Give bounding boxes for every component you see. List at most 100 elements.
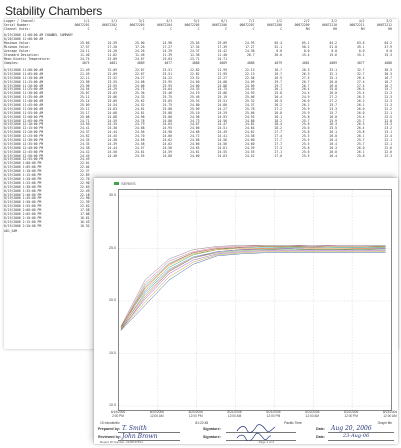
date-line-1 bbox=[328, 432, 394, 433]
data-cell: 24.60 bbox=[190, 83, 200, 88]
data-cell: 26.4 bbox=[302, 87, 310, 92]
legend: SERIES bbox=[114, 181, 136, 186]
data-row-cells: 22.11 22.52 24.27 24.22 23.52 22.27 22.58 26.5 2… bbox=[62, 76, 392, 80]
data-cell: 24.55 bbox=[245, 149, 255, 154]
summary-cell: 24.37 bbox=[190, 49, 200, 53]
date-line-2 bbox=[328, 440, 394, 441]
data-cell: 24.52 bbox=[245, 153, 255, 158]
data-row-cells: 25.14 25.09 25.62 25.65 25.53 25.51 25.32 26.5 2… bbox=[62, 99, 392, 103]
data-row-cells: 16.32 bbox=[62, 224, 392, 228]
data-cell: 24.55 bbox=[135, 153, 145, 158]
data-cell: 16.7 bbox=[274, 68, 282, 72]
data-row: 8/19/2006 11:10:00 AM 22.11 22.52 24.27 24.2… bbox=[4, 76, 398, 80]
data-row: 8/19/2006 1:05:00 PM 22.04 bbox=[4, 165, 398, 169]
data-cell: 26.1 bbox=[357, 134, 365, 139]
series-line bbox=[120, 247, 386, 330]
series-line bbox=[120, 247, 386, 329]
header-cell: C bbox=[252, 27, 255, 31]
data-row: 8/19/2006 1:35:00 PM 22.49 bbox=[4, 189, 398, 193]
data-row: 8/19/2006 1:15:00 PM 22.89 bbox=[4, 173, 398, 177]
data-row: 8/19/2006 1:40:00 PM 22.18 bbox=[4, 193, 398, 197]
data-row: 8/19/2006 12:45:00 PM 24.42 24.50 24.61 24.5… bbox=[4, 150, 398, 154]
data-cell: 24.81 bbox=[135, 110, 145, 115]
data-row-cells: 21.39 bbox=[62, 200, 392, 204]
header-cell: 06672205 bbox=[184, 23, 200, 27]
y-tick-label: 20.0 bbox=[109, 298, 116, 302]
data-cell: 24.93 bbox=[217, 114, 227, 119]
page-title: Stability Chambers bbox=[5, 4, 103, 18]
data-cell: 26.4 bbox=[357, 87, 365, 92]
summary-cell: 17.26 bbox=[135, 45, 145, 49]
data-cell: 24.79 bbox=[135, 122, 145, 127]
summary-cell: 17.39 bbox=[217, 45, 227, 49]
data-row: 8/19/2006 11:15:00 AM 23.98 23.55 24.08 23.9… bbox=[4, 80, 398, 84]
series-line bbox=[120, 245, 386, 327]
data-row-cells: 22.63 bbox=[62, 185, 392, 189]
data-row-cells: 21.49 22.09 22.67 23.51 22.82 21.99 22.13 16.7 2… bbox=[62, 68, 392, 72]
summary-cell: 11.39 bbox=[162, 53, 172, 57]
summary-cell: 63.6 bbox=[357, 41, 365, 45]
data-row: 8/19/2006 1:55:00 PM 22.62 bbox=[4, 204, 398, 208]
data-cell: 24.68 bbox=[107, 110, 117, 115]
summary-cell: 24.38 bbox=[245, 49, 255, 53]
signature-label-1: Signature: bbox=[203, 427, 221, 431]
data-cell: 24.98 bbox=[162, 130, 172, 135]
data-cell: 25.09 bbox=[190, 106, 200, 111]
reviewed-by-label: Reviewed by: bbox=[98, 435, 121, 439]
data-cell: 22.09 bbox=[107, 68, 117, 72]
summary-cell: 4075 bbox=[82, 61, 90, 65]
summary-row-cells: 24.11 24.20 24.26 24.29 24.37 24.42 24.38 0.0 0.… bbox=[62, 49, 392, 53]
data-cell: 25.5 bbox=[302, 141, 310, 146]
data-cell: 26.5 bbox=[357, 122, 365, 127]
header-row-label: Serial Number: bbox=[4, 23, 31, 27]
data-row-cells: 24.49 bbox=[62, 157, 392, 162]
data-cell: 25.53 bbox=[190, 99, 200, 104]
data-cell: 24.19 bbox=[190, 91, 200, 96]
data-cell: 26.0 bbox=[329, 91, 337, 96]
data-cell: 26.4 bbox=[357, 126, 365, 131]
data-cell: 24.61 bbox=[217, 145, 227, 150]
summary-cell: 4077 bbox=[357, 61, 365, 65]
data-row-label: 8/19/2006 11:50:00 AM bbox=[4, 106, 44, 111]
data-cell: 27.7 bbox=[274, 130, 282, 135]
header-cell: 06672206 bbox=[212, 23, 227, 27]
x-tick-date: 8/21/2006 bbox=[266, 410, 281, 414]
data-cell: 22.5 bbox=[384, 114, 392, 119]
summary-cell: 4086 bbox=[247, 61, 255, 65]
summary-cell: 4088 bbox=[384, 61, 392, 65]
data-row-cells: 24.49 24.48 24.55 24.60 24.60 24.63 24.52 27.0 2… bbox=[62, 154, 392, 158]
data-cell: 24.68 bbox=[190, 130, 200, 135]
data-cell: 24.61 bbox=[190, 149, 200, 154]
data-cell: 25.7 bbox=[357, 118, 365, 123]
data-row-label: 8/19/2006 1:30:00 PM bbox=[4, 184, 42, 189]
header-cell: 5/2 bbox=[386, 19, 392, 23]
data-cell: 24.54 bbox=[107, 103, 117, 108]
data-cell: 24.71 bbox=[80, 118, 90, 123]
data-row-label: 8/19/2006 11:45:00 AM bbox=[4, 103, 44, 108]
data-cell: 24.09 bbox=[245, 79, 255, 84]
data-row: 8/19/2006 11:55:00 AM 25.17 24.68 24.81 25.0… bbox=[4, 111, 398, 115]
summary-row: Maximum Value: 25.66 24.59 25.00 24.98 25.03 2… bbox=[4, 41, 398, 45]
data-row-label: 8/19/2006 2:10:00 PM bbox=[4, 215, 42, 220]
header-row: Channel Units: C C C C C C C C RH RH RH RH bbox=[4, 27, 398, 31]
data-cell: 24.62 bbox=[162, 138, 172, 143]
data-cell: 24.58 bbox=[135, 138, 145, 143]
reviewed-by-line bbox=[118, 440, 180, 441]
data-cell: 25.7 bbox=[357, 141, 365, 146]
plot-area bbox=[118, 189, 392, 411]
data-cell: 26.4 bbox=[329, 138, 337, 143]
data-cell: 24.61 bbox=[135, 149, 145, 154]
data-cell: 25.9 bbox=[329, 118, 337, 123]
header-cell: RH bbox=[388, 27, 392, 31]
data-row-label: 8/19/2006 1:40:00 PM bbox=[4, 192, 42, 197]
summary-cell: 64.2 bbox=[384, 41, 392, 45]
header-cell: 5/1 bbox=[193, 19, 200, 23]
summary-row: Mean Kinetic Temperature: 24.74 23.09 24.67… bbox=[4, 57, 398, 61]
data-row: 8/19/2006 11:00:00 AM 21.49 22.09 22.67 23.5… bbox=[4, 68, 398, 72]
data-cell: 25.5 bbox=[302, 153, 310, 158]
data-cell: 24.39 bbox=[107, 141, 117, 146]
data-cell: 24.08 bbox=[135, 79, 145, 84]
data-cell: 24.49 bbox=[80, 153, 90, 158]
summary-cell: 15.3 bbox=[384, 53, 392, 57]
data-cell: 25.78 bbox=[245, 106, 255, 111]
